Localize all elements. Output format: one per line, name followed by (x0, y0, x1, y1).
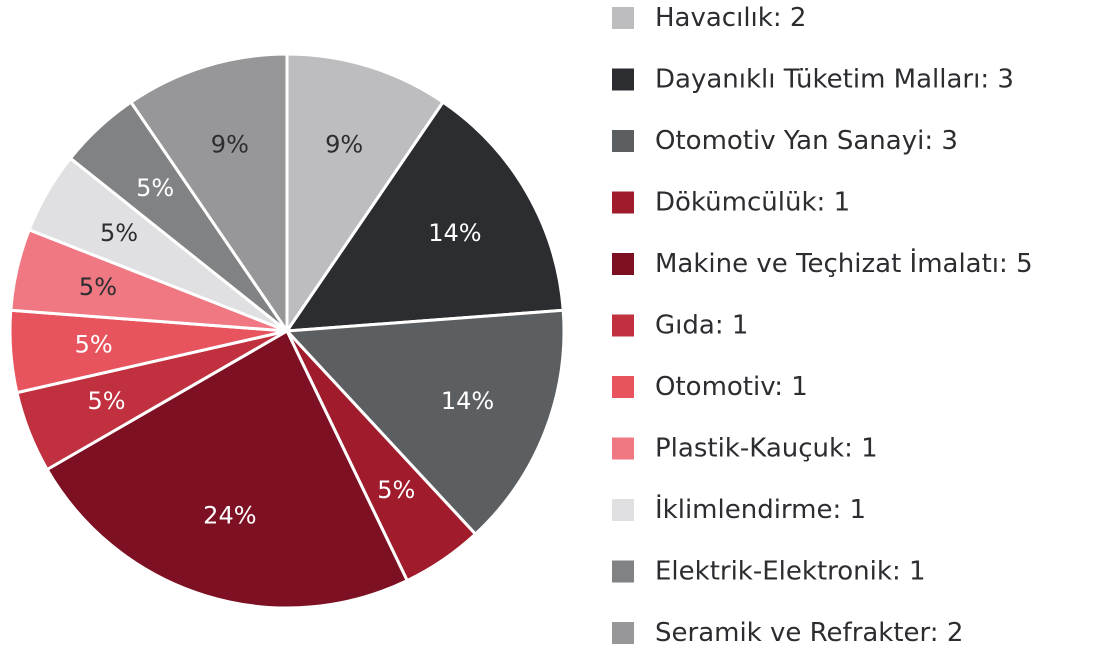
legend-name: Seramik ve Refrakter (655, 618, 931, 648)
slice-label: 24% (203, 501, 256, 529)
legend-separator: : (980, 64, 997, 94)
slice-label: 14% (428, 219, 481, 247)
legend-separator: : (832, 495, 849, 525)
legend-name: İklimlendirme (655, 493, 832, 525)
legend-swatch (612, 68, 634, 91)
legend-value: 1 (861, 433, 878, 463)
legend-value: 1 (909, 556, 926, 586)
legend-separator: : (817, 187, 834, 217)
legend-name: Havacılık (655, 3, 773, 33)
legend-swatch (612, 191, 634, 214)
legend-separator: : (999, 249, 1016, 279)
legend-swatch (612, 130, 634, 152)
legend-value: 3 (941, 126, 958, 156)
legend-name: Dayanıklı Tüketim Malları (655, 64, 980, 94)
slice-label: 9% (211, 131, 249, 159)
legend-name: Elektrik-Elektronik (655, 556, 892, 586)
legend-label: İklimlendirme: 1 (655, 493, 866, 525)
legend-swatch (612, 314, 634, 337)
pie-slice (285, 52, 446, 336)
legend-swatch (612, 253, 634, 275)
pie-slice (283, 308, 566, 537)
legend-value: 3 (997, 64, 1014, 94)
legend-label: Elektrik-Elektronik: 1 (655, 556, 926, 586)
legend-label: Plastik-Kauçuk: 1 (655, 433, 878, 463)
legend-value: 1 (732, 310, 749, 340)
legend-name: Plastik-Kauçuk (655, 433, 844, 463)
legend-label: Otomotiv Yan Sanayi: 3 (655, 126, 958, 156)
legend-separator: : (892, 556, 909, 586)
slice-label: 14% (441, 387, 494, 415)
legend-swatch (612, 437, 634, 460)
legend-name: Gıda (655, 310, 715, 340)
slice-label: 5% (136, 174, 174, 202)
legend-swatch (612, 376, 634, 398)
legend-separator: : (773, 3, 790, 33)
legend-label: Dökümcülük: 1 (655, 187, 850, 217)
legend-swatch (612, 622, 634, 644)
legend-label: Gıda: 1 (655, 310, 748, 340)
legend-separator: : (930, 618, 947, 648)
legend-swatch (612, 7, 634, 29)
legend-value: 2 (790, 3, 807, 33)
legend-value: 2 (947, 618, 964, 648)
legend-separator: : (715, 310, 732, 340)
legend-swatch (612, 499, 634, 521)
legend-name: Otomotiv Yan Sanayi (655, 126, 924, 156)
legend-label: Dayanıklı Tüketim Malları: 3 (655, 64, 1014, 94)
legend-name: Dökümcülük (655, 187, 817, 217)
slice-label: 5% (75, 330, 113, 358)
legend-label: Makine ve Teçhizat İmalatı: 5 (655, 247, 1033, 279)
pie-slice (45, 328, 410, 610)
legend-label: Havacılık: 2 (655, 3, 806, 33)
legend-separator: : (924, 126, 941, 156)
legend-label: Otomotiv: 1 (655, 372, 808, 402)
legend-separator: : (844, 433, 861, 463)
slice-label: 5% (100, 219, 138, 247)
pie-slice (284, 100, 565, 333)
slice-label: 5% (377, 476, 415, 504)
legend-separator: : (774, 372, 791, 402)
pie-slice (128, 52, 289, 336)
legend-label: Seramik ve Refrakter: 2 (655, 618, 963, 648)
slice-label: 5% (87, 387, 125, 415)
legend-name: Otomotiv (655, 372, 775, 402)
legend-value: 5 (1016, 249, 1033, 279)
legend-value: 1 (791, 372, 808, 402)
legend-value: 1 (834, 187, 851, 217)
slice-label: 9% (325, 131, 363, 159)
slice-label: 5% (79, 273, 117, 301)
legend-value: 1 (850, 495, 867, 525)
legend-swatch (612, 560, 634, 583)
legend-name: Makine ve Teçhizat İmalatı (655, 247, 999, 279)
